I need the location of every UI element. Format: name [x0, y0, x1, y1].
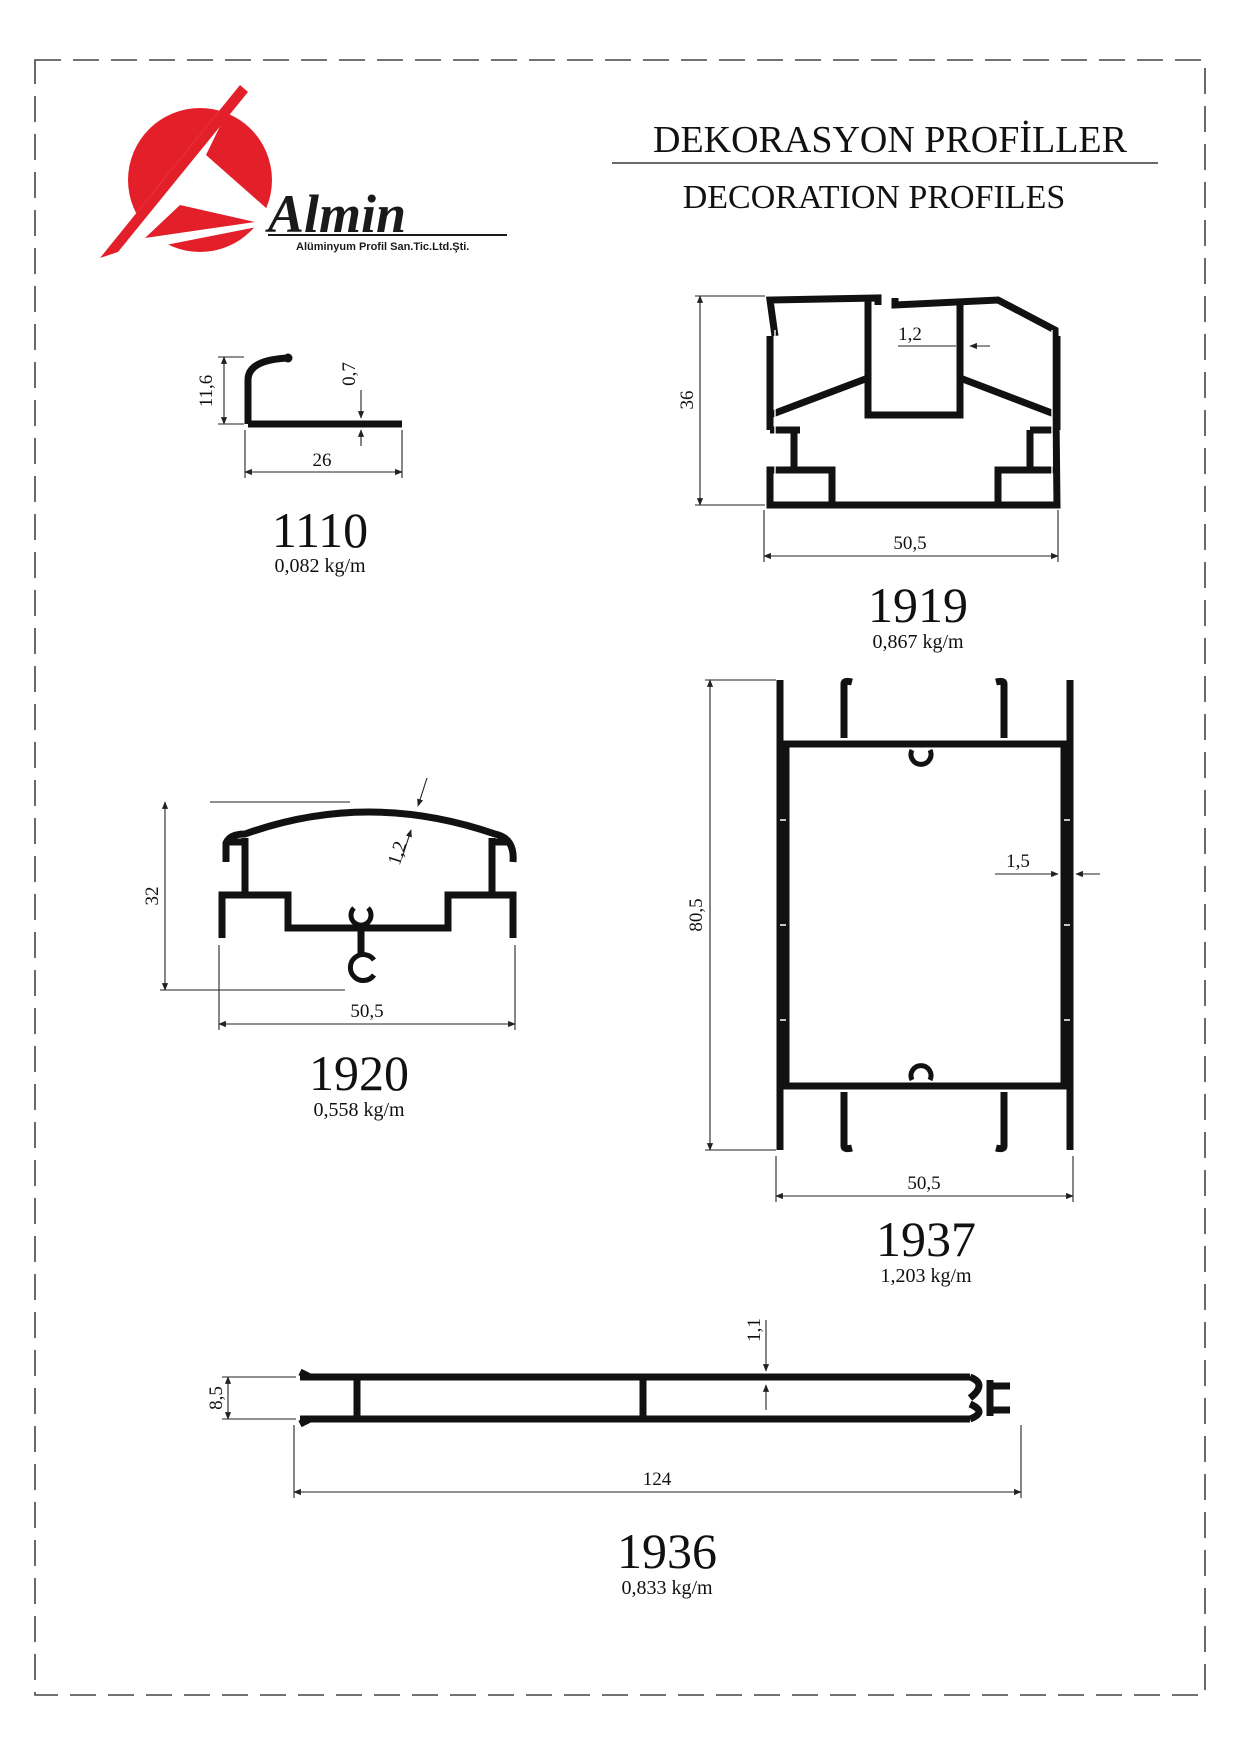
profile-1920: 32 1,2 50,5 1920 0,558 kg/m — [142, 777, 517, 1121]
dim-width-label: 124 — [643, 1469, 672, 1490]
dim-height-label: 36 — [677, 391, 698, 410]
profile-1937-clip-top — [908, 748, 934, 767]
profile-weight: 0,833 kg/m — [621, 1577, 713, 1599]
title-english: DECORATION PROFILES — [683, 179, 1066, 216]
company-logo: Almin Alüminyum Profil San.Tic.Ltd.Şti. — [100, 85, 507, 258]
sheet-border — [34, 59, 1206, 1696]
dim-height-label: 8,5 — [206, 1386, 227, 1410]
dim-line-thickness — [417, 777, 428, 807]
dim-width-label: 50,5 — [893, 533, 926, 554]
profile-1919: 36 1,2 50,5 1919 0,867 kg/m — [677, 294, 1061, 653]
dim-height-label: 32 — [142, 887, 163, 906]
page-header: DEKORASYON PROFİLLER DECORATION PROFILES — [612, 119, 1158, 216]
profile-weight: 0,867 kg/m — [872, 631, 964, 653]
profile-1937-bottom-hooks — [840, 1092, 1008, 1153]
profile-1920-base — [218, 891, 517, 938]
logo-swoosh-edge — [100, 85, 248, 258]
dim-height-label: 80,5 — [686, 898, 707, 931]
profile-1936-webs — [353, 1377, 647, 1419]
profile-1919-ribs — [768, 374, 1059, 509]
profile-1110-shape — [244, 354, 402, 428]
profile-1919-hollow — [774, 330, 1053, 500]
profile-1936-faces — [300, 1373, 970, 1423]
dim-width-label: 26 — [313, 450, 332, 471]
logo-swoosh-tail — [145, 205, 255, 238]
profile-weight: 1,203 kg/m — [880, 1265, 972, 1287]
profile-1937: 80,5 1,5 50,5 1937 1,203 kg/m — [686, 677, 1100, 1287]
dim-height-label: 11,6 — [196, 375, 217, 408]
profile-1937-cross-webs — [780, 740, 1070, 1090]
profile-code: 1936 — [617, 1523, 717, 1579]
profile-1920-clip-top — [348, 906, 374, 928]
profile-1937-wall-seams — [780, 819, 1070, 1021]
dim-thickness-label: 1,1 — [744, 1318, 765, 1342]
profile-1919-webs — [766, 300, 1061, 430]
profile-1110: 11,6 0,7 26 1110 0,082 kg/m — [196, 353, 403, 577]
logo-subtitle: Alüminyum Profil San.Tic.Ltd.Şti. — [296, 241, 469, 253]
profile-code: 1110 — [272, 502, 368, 558]
profile-weight: 0,558 kg/m — [313, 1099, 405, 1121]
profile-weight: 0,082 kg/m — [274, 555, 366, 577]
profile-1919-outline — [765, 294, 1061, 509]
dim-thickness-label: 1,2 — [898, 324, 922, 345]
profile-code: 1937 — [876, 1211, 976, 1267]
profile-1937-side-walls — [776, 680, 1074, 1150]
profile-1936-left-lips — [298, 1368, 312, 1428]
profile-1920-arched-top — [222, 808, 517, 863]
profile-1937-clip-bottom — [908, 1063, 934, 1082]
profile-1110-lip — [283, 353, 293, 363]
profile-1920-uprights — [226, 838, 510, 895]
title-turkish: DEKORASYON PROFİLLER — [653, 119, 1128, 161]
dim-thickness-label: 0,7 — [339, 362, 360, 386]
profile-1920-clip-bottom — [347, 952, 377, 983]
profile-code: 1919 — [868, 577, 968, 633]
dim-width-label: 50,5 — [350, 1001, 383, 1022]
profile-1936: 8,5 1,1 124 1936 0,833 kg/m — [206, 1318, 1022, 1599]
dim-width-label: 50,5 — [907, 1173, 940, 1194]
dim-line-thickness — [401, 829, 412, 859]
profile-1937-top-hooks — [840, 677, 1008, 738]
profile-code: 1920 — [309, 1045, 409, 1101]
profile-1936-right-joint — [967, 1373, 1010, 1423]
dim-thickness-label: 1,5 — [1006, 851, 1030, 872]
